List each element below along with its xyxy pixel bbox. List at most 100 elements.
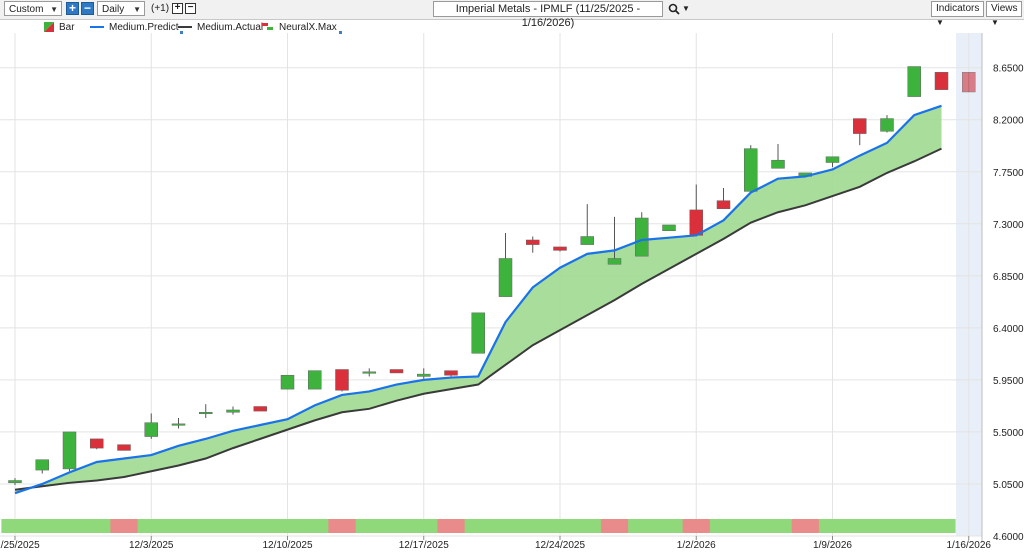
signal-cell <box>519 519 547 533</box>
legend-predict: Medium.Predict <box>90 22 184 34</box>
toolbar: Custom ▼ + − Daily ▼ (+1) + − Imperial M… <box>0 0 1024 29</box>
interval-select-value: Daily <box>102 4 125 15</box>
legend-bar-label: Bar <box>59 22 75 33</box>
legend-bar: Bar <box>44 22 75 34</box>
y-tick-label: 4.6000 <box>993 532 1024 543</box>
zoom-in-button[interactable]: + <box>66 2 79 15</box>
signal-cell <box>273 519 302 533</box>
candle-body <box>825 156 840 163</box>
signal-cell <box>791 519 820 533</box>
candle-body <box>662 224 676 231</box>
y-tick-label: 5.9500 <box>993 376 1024 387</box>
signal-cell <box>737 519 765 533</box>
signal-cell <box>192 519 220 533</box>
offset-label: (+1) <box>151 3 170 14</box>
interval-select[interactable]: Daily ▼ <box>97 1 145 16</box>
signal-cell <box>846 519 874 533</box>
candle-body <box>744 148 758 192</box>
chevron-down-icon: ▼ <box>936 18 944 27</box>
x-tick-label: 12/17/2025 <box>399 540 449 551</box>
neuralx-candle <box>962 72 976 93</box>
y-axis: 8.6500 8.2000 7.7500 7.3000 6.8500 6.4000 5.95… <box>981 33 1024 543</box>
signal-cell <box>628 519 656 533</box>
candle-body <box>526 239 540 245</box>
x-axis: 11/25/2025 12/3/2025 12/10/2025 12/17/2025 1… <box>0 536 991 551</box>
x-tick-label: 1/16/2026 <box>947 540 992 551</box>
candle-body <box>253 406 267 412</box>
y-tick-label: 7.7500 <box>993 168 1024 179</box>
signal-cell <box>818 519 847 533</box>
candle-body <box>389 369 404 374</box>
signal-cell <box>301 519 329 533</box>
zoom-out-button[interactable]: − <box>81 2 94 15</box>
candle-body <box>90 438 104 449</box>
candle-body <box>689 209 703 236</box>
views-label: Views <box>991 3 1018 14</box>
range-select-value: Custom <box>9 4 44 15</box>
signal-cell <box>28 519 57 533</box>
legend-predict-label: Medium.Predict <box>109 22 179 33</box>
signal-cell <box>464 519 493 533</box>
legend-actual-label: Medium.Actual <box>197 22 264 33</box>
offset-plus-button[interactable]: + <box>172 3 183 14</box>
signal-cell <box>1 519 30 533</box>
signal-cell <box>410 519 438 533</box>
medium-actual-line <box>14 147 942 491</box>
signal-cell <box>164 519 193 533</box>
candle-body <box>580 236 594 245</box>
signal-cell <box>55 519 84 533</box>
views-button[interactable]: Views ▼ <box>986 1 1022 27</box>
chevron-down-icon: ▼ <box>133 5 141 14</box>
y-tick-label: 5.0500 <box>993 480 1024 491</box>
chevron-down-icon: ▼ <box>991 18 999 27</box>
candle-body <box>335 369 349 391</box>
x-tick-label: 11/25/2025 <box>0 540 40 551</box>
signal-cell <box>709 519 738 533</box>
candle-body <box>199 412 213 415</box>
candle-body <box>171 423 186 426</box>
range-select[interactable]: Custom ▼ <box>4 1 62 16</box>
search-icon[interactable] <box>668 3 680 15</box>
x-tick-label: 12/10/2025 <box>262 540 312 551</box>
candle-body <box>280 375 295 390</box>
signal-cell <box>110 519 139 533</box>
predict-legend-swatch <box>90 26 104 29</box>
candle-body <box>62 431 77 470</box>
candle-body <box>880 118 894 132</box>
neuralx-legend-icon <box>262 23 273 31</box>
signal-cell <box>382 519 411 533</box>
legend-neuralx: NeuralX.Max <box>262 22 342 34</box>
candle-body <box>308 370 322 390</box>
candle-body <box>362 371 376 374</box>
signal-cell <box>246 519 275 533</box>
offset-minus-button[interactable]: − <box>185 3 196 14</box>
candle-body <box>417 373 431 377</box>
settings-dot-icon[interactable] <box>338 31 342 34</box>
x-tick-label: 1/9/2026 <box>813 540 852 551</box>
signal-cell <box>491 519 520 533</box>
signal-cell <box>83 519 111 533</box>
indicators-button[interactable]: Indicators ▼ <box>931 1 984 27</box>
bar-legend-icon <box>44 22 54 33</box>
candle-body <box>471 312 485 354</box>
y-tick-label: 5.5000 <box>993 428 1024 439</box>
x-tick-label: 1/2/2026 <box>677 540 716 551</box>
signal-cell <box>900 519 929 533</box>
legend-neuralx-label: NeuralX.Max <box>279 22 337 33</box>
candle-body <box>907 66 921 97</box>
signal-cell <box>764 519 793 533</box>
candle-body <box>635 217 649 257</box>
signal-strip <box>1 519 956 533</box>
candle-body <box>444 370 458 376</box>
candle-body <box>8 480 22 484</box>
signal-cell <box>600 519 629 533</box>
signal-cell <box>682 519 711 533</box>
settings-dot-icon[interactable] <box>180 31 184 34</box>
chevron-down-icon[interactable]: ▼ <box>682 4 690 13</box>
chart-title: Imperial Metals - IPMLF (11/25/2025 - 1/… <box>433 1 663 29</box>
chevron-down-icon: ▼ <box>50 5 58 14</box>
signal-cell <box>927 519 956 533</box>
candle-body <box>144 422 158 437</box>
signal-cell <box>873 519 902 533</box>
